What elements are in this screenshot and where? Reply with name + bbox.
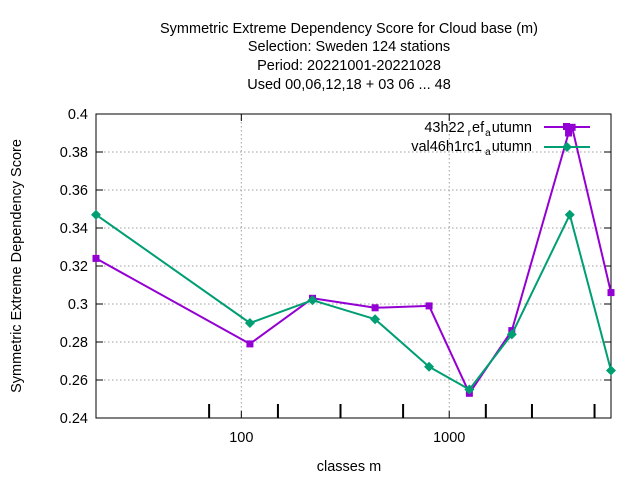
title-line-3: Period: 20221001-20221028 bbox=[257, 58, 441, 74]
series-1-line bbox=[95, 126, 612, 395]
series-2 bbox=[91, 209, 616, 395]
y-tick-label: 0.38 bbox=[60, 145, 88, 161]
y-tick-label: 0.4 bbox=[68, 107, 88, 123]
series-1-point bbox=[607, 289, 615, 297]
y-tick-label: 0.26 bbox=[60, 373, 88, 389]
series-1-point bbox=[371, 304, 379, 312]
grid bbox=[96, 114, 611, 418]
series-2-point bbox=[464, 384, 475, 395]
legend-marker-2 bbox=[562, 142, 572, 152]
series-1-point bbox=[246, 340, 254, 348]
series-2-point bbox=[564, 209, 575, 220]
title-line-2: Selection: Sweden 124 stations bbox=[248, 39, 450, 55]
series-2-point bbox=[91, 209, 101, 220]
plot-frame bbox=[95, 113, 612, 419]
x-tick-label: 100 bbox=[229, 430, 253, 446]
x-minor-ticks bbox=[208, 404, 596, 418]
series-1-point bbox=[425, 302, 433, 310]
legend: 43h22 refautumn val46h1rc1 autumn bbox=[411, 120, 590, 158]
chart-title: Symmetric Extreme Dependency Score for C… bbox=[160, 21, 538, 93]
y-tick-label: 0.36 bbox=[60, 183, 88, 199]
series-2-point bbox=[370, 314, 381, 325]
y-tick-label: 0.32 bbox=[60, 259, 88, 275]
legend-marker-1 bbox=[563, 123, 570, 130]
series-2-point bbox=[307, 295, 318, 306]
legend-label-1: 43h22 refautumn bbox=[424, 120, 532, 139]
series-2-point bbox=[606, 365, 616, 376]
series-1 bbox=[92, 123, 615, 397]
y-tick-label: 0.34 bbox=[60, 221, 88, 237]
tick-labels: 0.24 0.26 0.28 0.3 0.32 0.34 0.36 0.38 0.4 100 100… bbox=[60, 107, 466, 446]
series-2-point bbox=[506, 329, 517, 340]
series-2-point bbox=[424, 361, 435, 372]
legend-label-2: val46h1rc1 autumn bbox=[411, 139, 532, 158]
x-axis-title: classes m bbox=[317, 459, 381, 475]
series-1-point bbox=[92, 254, 100, 262]
y-axis-title: Symmetric Extreme Dependency Score bbox=[9, 139, 25, 393]
series bbox=[91, 123, 616, 397]
y-tick-label: 0.28 bbox=[60, 335, 88, 351]
y-tick-label: 0.24 bbox=[60, 411, 88, 427]
series-1-point bbox=[565, 129, 573, 137]
title-line-1: Symmetric Extreme Dependency Score for C… bbox=[160, 21, 538, 37]
x-tick-label: 1000 bbox=[433, 430, 465, 446]
y-tick-label: 0.3 bbox=[68, 297, 88, 313]
legend-item-1: 43h22 refautumn bbox=[424, 120, 590, 139]
legend-item-2: val46h1rc1 autumn bbox=[411, 139, 590, 158]
title-line-4: Used 00,06,12,18 + 03 06 ... 48 bbox=[247, 77, 451, 93]
series-2-point bbox=[244, 318, 255, 328]
